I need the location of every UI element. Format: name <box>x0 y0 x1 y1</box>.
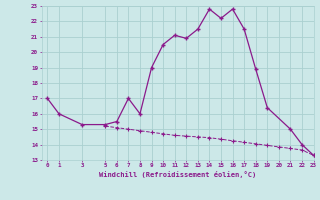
X-axis label: Windchill (Refroidissement éolien,°C): Windchill (Refroidissement éolien,°C) <box>99 171 256 178</box>
